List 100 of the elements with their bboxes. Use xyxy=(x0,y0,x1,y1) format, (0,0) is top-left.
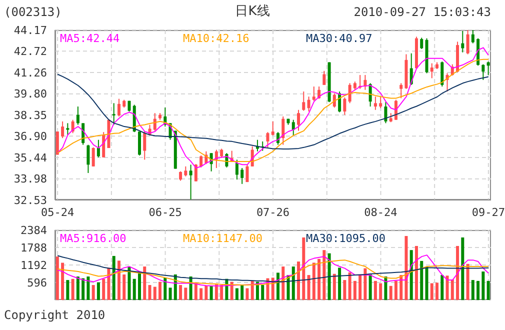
candlestick xyxy=(348,82,352,104)
y-tick-label: 596 xyxy=(27,276,47,290)
candlestick xyxy=(471,30,474,44)
candlestick xyxy=(56,131,59,156)
candlestick xyxy=(379,96,382,109)
bar xyxy=(122,274,126,300)
candlestick xyxy=(343,96,346,116)
bar xyxy=(61,262,64,300)
bar xyxy=(235,288,238,300)
candlestick xyxy=(400,82,403,99)
bar xyxy=(436,282,438,300)
bar xyxy=(364,268,367,300)
bar xyxy=(112,256,116,300)
bar xyxy=(292,266,295,300)
bar xyxy=(476,280,480,300)
bar xyxy=(446,276,449,300)
bar xyxy=(374,280,377,300)
candlestick xyxy=(389,112,392,123)
candlestick xyxy=(322,70,326,86)
bar xyxy=(471,280,474,300)
bar xyxy=(210,286,213,300)
text: 2010-09-27 15:03:43 xyxy=(354,4,491,20)
series-label: MA5:916.00 xyxy=(60,232,126,245)
text: MA30:1095.00 xyxy=(306,232,386,245)
y-tick-label: 38.35 xyxy=(14,108,47,122)
bar xyxy=(414,246,418,300)
bar xyxy=(220,285,224,300)
bar xyxy=(66,280,70,300)
candlestick xyxy=(92,146,95,167)
candlestick xyxy=(143,131,146,160)
y-tick-label: 36.90 xyxy=(14,130,47,144)
candlestick xyxy=(466,30,470,55)
bar xyxy=(96,282,100,300)
candlestick xyxy=(482,64,485,80)
bar xyxy=(379,283,382,300)
bar xyxy=(410,250,413,300)
candlestick xyxy=(179,170,182,182)
candlestick xyxy=(374,96,377,110)
candlestick xyxy=(430,62,434,79)
bar xyxy=(307,275,310,300)
bar xyxy=(425,266,428,300)
candlestick xyxy=(266,132,270,148)
bar xyxy=(164,278,167,300)
bar xyxy=(179,285,182,300)
bar xyxy=(143,266,146,300)
y-tick-label: 39.80 xyxy=(14,88,47,101)
bar xyxy=(332,274,336,300)
bar xyxy=(92,285,95,300)
bar xyxy=(394,280,398,300)
x-tick-label: 09-27 xyxy=(472,206,505,219)
bar xyxy=(214,284,218,300)
bar xyxy=(404,236,408,300)
candlestick xyxy=(86,144,90,174)
candlestick xyxy=(112,102,116,126)
candlestick xyxy=(297,109,300,132)
candlestick xyxy=(153,112,156,132)
bar xyxy=(368,274,372,300)
y-tick-label: 42.72 xyxy=(14,45,47,58)
candlestick xyxy=(194,164,198,182)
candlestick xyxy=(102,132,106,158)
bar xyxy=(482,272,485,300)
candlestick xyxy=(200,154,203,168)
candlestick xyxy=(486,61,490,76)
candlestick xyxy=(240,168,244,184)
text: Copyright 2010 xyxy=(4,307,106,323)
y-tick-label: 1192 xyxy=(20,258,47,272)
chart-title: 日K线 xyxy=(235,4,270,19)
bar xyxy=(322,250,326,300)
candlestick xyxy=(440,61,444,88)
x-tick-label: 05-24 xyxy=(41,206,74,219)
bar xyxy=(312,262,316,300)
line-series xyxy=(57,74,489,150)
text: MA5:42.44 xyxy=(60,32,120,45)
bar xyxy=(384,276,388,300)
bar xyxy=(440,275,444,300)
bar xyxy=(328,253,331,300)
bar xyxy=(466,264,470,300)
candlestick xyxy=(117,98,120,117)
text: (002313) xyxy=(4,4,62,20)
candlestick xyxy=(189,164,192,200)
bar xyxy=(132,278,136,300)
candlestick xyxy=(271,120,274,136)
candlestick xyxy=(138,131,141,156)
bar xyxy=(204,286,208,300)
bar xyxy=(302,237,306,300)
bar xyxy=(282,266,285,300)
bar xyxy=(420,260,424,300)
candlestick xyxy=(312,86,316,102)
candlestick xyxy=(307,96,310,112)
candlestick xyxy=(235,159,238,180)
candlestick xyxy=(420,37,424,50)
candlestick xyxy=(338,90,342,113)
bar xyxy=(117,260,120,300)
y-tick-label: 41.26 xyxy=(14,66,47,80)
bar xyxy=(240,285,244,300)
bar xyxy=(148,285,152,300)
candlestick xyxy=(96,139,100,158)
bar xyxy=(250,280,254,300)
bar xyxy=(318,258,321,300)
candlestick xyxy=(76,106,80,126)
